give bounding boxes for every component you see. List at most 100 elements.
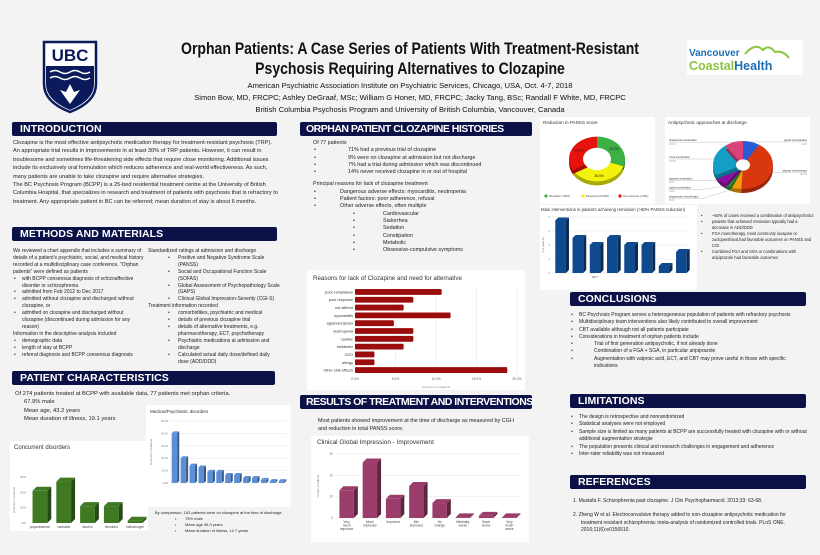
legend-swatch (618, 194, 622, 198)
x-tick-label: Much (482, 520, 490, 524)
bar-top (455, 513, 475, 518)
chart-title: Reduction in PANSS score (543, 120, 598, 125)
bar-side (94, 502, 99, 523)
list-item: Augmentation with valproic acid, ECT, an… (570, 356, 810, 371)
y-tick-label: cardiac (341, 337, 353, 341)
y-tick-label: 20 (329, 473, 333, 477)
bar-side (186, 456, 189, 483)
introduction-heading: INTRODUCTION (12, 122, 277, 136)
bar (252, 478, 258, 483)
label-leader (669, 188, 736, 199)
bar-top (432, 499, 451, 504)
results-text: Most patients showed improvement at the … (318, 418, 515, 432)
bar-side (516, 513, 521, 518)
poster-title-line2: Psychosis Requiring Alternatives to Cloz… (255, 60, 565, 78)
chart-title: Reasons for lack of Clozapine and need f… (313, 275, 462, 282)
bar-top (589, 242, 604, 245)
slice-value: 8.0% (669, 181, 675, 184)
x-tick-label: ECT (592, 275, 598, 279)
y-axis-label: proportion of patients (12, 486, 16, 513)
list-item: The population presents clinical and res… (570, 444, 810, 452)
intro-paragraph: The BC Psychosis Program (BCPP) is a 25-… (13, 182, 278, 205)
slice-label: aripiprazole combination (669, 138, 698, 142)
bar (278, 481, 285, 483)
x-tick-label: Much (366, 520, 374, 524)
list-item: Sialorrhea (313, 218, 533, 226)
ubc-logo: UBC (42, 40, 98, 114)
bar-top (234, 472, 242, 475)
bar-side (400, 494, 405, 518)
bar (355, 304, 404, 311)
references-heading: REFERENCES (570, 475, 806, 489)
svg-text:CoastalHealth: CoastalHealth (689, 59, 772, 73)
list-item: referral diagnosis and BCPP consensus di… (13, 352, 145, 359)
slice-value: 6.0% (669, 199, 675, 202)
bar-top (56, 477, 76, 482)
list-item: The design is retrospective and nonrando… (570, 414, 810, 422)
approaches-chart: Antipsychotic approaches at discharge ty… (665, 117, 810, 204)
list-item: details of alternative treatments, e.g. … (148, 324, 280, 338)
bar-side (470, 513, 475, 518)
y-tick-label: poor response (329, 298, 353, 302)
bar (269, 481, 276, 483)
slice-label: atypical monotherapy (782, 168, 807, 172)
methods-heading: METHODS AND MATERIALS (12, 227, 277, 241)
slice-label: typical monotherapy (784, 138, 808, 142)
y-tick-label: 4 (549, 244, 551, 247)
vch-logo-coastal: Coastal (689, 59, 734, 73)
reference-item: 1. Mustafa F. Schizophrenia past clozapi… (573, 498, 763, 504)
pie-slice (741, 144, 773, 189)
slice-label: atypical combination (669, 176, 693, 180)
bar-top (252, 476, 260, 479)
list-item: Cardiovascular (313, 211, 533, 219)
conclusions-text: BC Psychosis Program serves a heterogene… (570, 312, 810, 370)
bar-side (652, 242, 656, 273)
bar-top (555, 217, 569, 221)
bar-top (243, 476, 251, 479)
list-item: Obsessive-compulsive symptoms (313, 247, 533, 255)
list-item: details of previous clozapine trial (148, 317, 280, 324)
pie-slice (725, 141, 743, 165)
bar (641, 245, 653, 273)
slice-label: typical combination (669, 185, 692, 189)
x-tick-label: worse (505, 527, 514, 531)
list-item: Statistical analyses were not employed (570, 421, 810, 429)
bar (589, 245, 601, 273)
y-tick-label: not offered (335, 306, 353, 310)
list-item: Social and Occupational Function Scale (… (148, 269, 280, 283)
patients-intro: Of 274 patients treated at BCPP with ava… (15, 391, 231, 397)
bar-side (248, 476, 251, 483)
bar (355, 296, 414, 303)
slice-label: 33.3% (574, 148, 583, 152)
list-item: with BCPP consensus diagnosis of schizoa… (13, 276, 145, 290)
bar (572, 238, 584, 273)
bar-side (203, 465, 206, 483)
chart-title: Medical/Psychiatric disorders (150, 409, 209, 414)
bar (56, 481, 72, 523)
vch-logo-line1: Vancouver (689, 48, 740, 59)
bar (32, 490, 48, 523)
bar-top (478, 511, 498, 516)
bar (80, 506, 95, 523)
x-tick-label: 10.0% (431, 377, 440, 381)
bar (502, 517, 517, 518)
bar-top (171, 431, 180, 434)
bar (339, 490, 354, 518)
affiliation: British Columbia Psychosis Program and U… (255, 105, 565, 114)
panss-chart: Reduction in PANSS score 30.2% 36.5% 33.3%… (540, 117, 655, 204)
y-tick-label: neutropenia (333, 330, 354, 334)
list-item: Psychiatric medications at admission and… (148, 338, 280, 352)
y-tick-label: 0.0% (163, 482, 169, 485)
bar-top (641, 242, 656, 245)
bar (355, 289, 442, 295)
slice-value: 22.0% (669, 160, 677, 163)
bar (355, 351, 375, 358)
poster-title-line1: Orphan Patients: A Case Series of Patien… (181, 40, 639, 58)
histories-heading: ORPHAN PATIENT CLOZAPINE HISTORIES (300, 122, 532, 136)
authors: Simon Bow, MD, FRCPC; Ashley DeGraaf, MS… (194, 93, 626, 102)
bar-side (275, 479, 278, 483)
list-item: CBT available although not all patients … (570, 327, 810, 335)
methods-left: We reviewed a chart appendix that includ… (13, 248, 145, 359)
x-tick-label: Very (343, 520, 350, 524)
bar (207, 471, 213, 483)
